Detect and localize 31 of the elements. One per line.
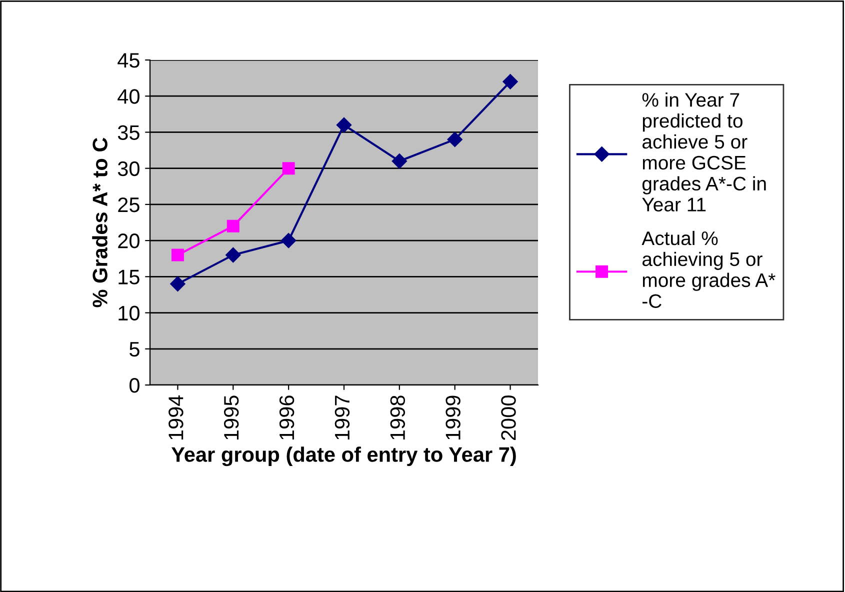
y-tick-label: 0	[130, 378, 140, 393]
y-axis-title: % Grades A* to C	[92, 138, 108, 308]
y-tick-label: 35	[118, 125, 140, 140]
point	[226, 247, 241, 263]
x-tick-label: 1998	[390, 396, 406, 440]
x-tick-label: 1994	[168, 395, 184, 440]
y-tick-label: 5	[130, 342, 140, 357]
x-tick-label: 1995	[224, 396, 239, 440]
y-tick-label: 30	[118, 161, 140, 176]
y-tick-label: 15	[118, 270, 140, 284]
point	[170, 276, 186, 292]
y-tick-label: 45	[118, 53, 140, 68]
x-tick-label: 1996	[279, 396, 294, 440]
x-tick-label: 2000	[501, 396, 516, 440]
x-tick-label: 1999	[446, 396, 460, 440]
point	[447, 132, 462, 148]
legend-label: % in Year 7 predicted to achieve 5 or more GCSE grades A*-C in Year 11	[642, 92, 766, 212]
x-axis-title: Year group (date of entry to Year 7)	[171, 446, 516, 466]
point	[281, 232, 296, 248]
point	[282, 162, 295, 175]
point	[171, 248, 184, 262]
point	[226, 220, 240, 232]
y-tick-label: 40	[118, 89, 140, 104]
y-tick-label: 20	[118, 234, 140, 248]
y-tick-label: 25	[118, 197, 140, 212]
point	[336, 117, 352, 133]
y-tick-label: 10	[118, 306, 140, 321]
point	[502, 74, 518, 90]
x-tick-label: 1997	[334, 396, 350, 440]
point	[392, 154, 407, 169]
legend-label: Actual % achieving 5 or more grades A* -C	[642, 230, 776, 308]
